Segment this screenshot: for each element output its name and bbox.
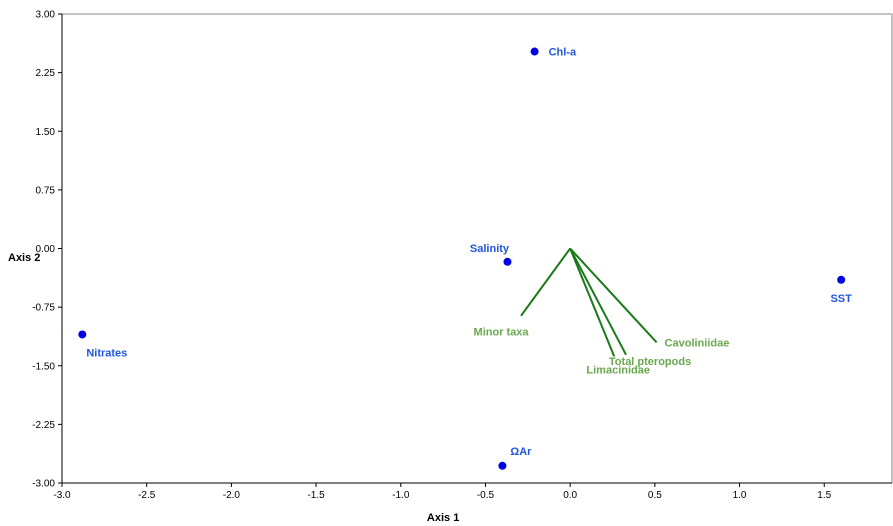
y-tick-label: 3.00 [36,10,56,21]
y-tick-label: 2.25 [36,68,56,79]
x-tick-label: 0.5 [648,490,662,501]
x-tick-label: -1.5 [307,490,325,501]
point-label: ΩAr [510,446,532,458]
vector-arrow [569,248,616,357]
point-label: Nitrates [86,347,127,359]
data-point [530,47,539,56]
x-tick-label: -2.5 [138,490,156,501]
plot-frame [62,13,893,483]
vector-label: Total pteropods [609,356,691,368]
y-tick-label: -1.50 [32,361,55,372]
data-point [78,330,87,339]
vector-arrow [520,247,571,317]
y-tick-label: -0.75 [32,303,55,314]
x-axis-title: Axis 1 [427,512,459,524]
y-tick-label: -2.25 [32,420,55,431]
y-axis-title: Axis 2 [8,252,40,264]
point-layer: Chl-a Salinity SST Nitrates ΩAr [78,47,852,470]
x-tick-label: 1.5 [817,490,831,501]
data-point [503,257,512,266]
axes-layer: 3.002.251.500.750.00-0.75-1.50-2.25-3.00… [32,10,893,501]
x-tick-label: -0.5 [477,490,495,501]
data-point [498,461,507,470]
vector-arrow [569,247,658,343]
vector-label: Cavoliniidae [665,337,730,349]
y-tick-label: 0.75 [36,185,56,196]
point-label: Salinity [470,243,510,255]
y-tick-label: 0.00 [36,244,56,255]
point-label: Chl-a [549,47,577,59]
point-label: SST [830,293,852,305]
y-tick-label: -3.00 [32,479,55,490]
x-tick-label: 0.0 [563,490,577,501]
x-tick-label: -3.0 [53,490,71,501]
x-tick-label: 1.0 [733,490,747,501]
x-tick-label: -1.0 [392,490,410,501]
vector-label: Minor taxa [474,327,530,339]
vector-label: Limacinidae [586,364,650,376]
data-point [837,275,846,284]
y-tick-label: 1.50 [36,127,56,138]
x-tick-label: -2.0 [223,490,241,501]
vector-arrow [569,248,627,356]
